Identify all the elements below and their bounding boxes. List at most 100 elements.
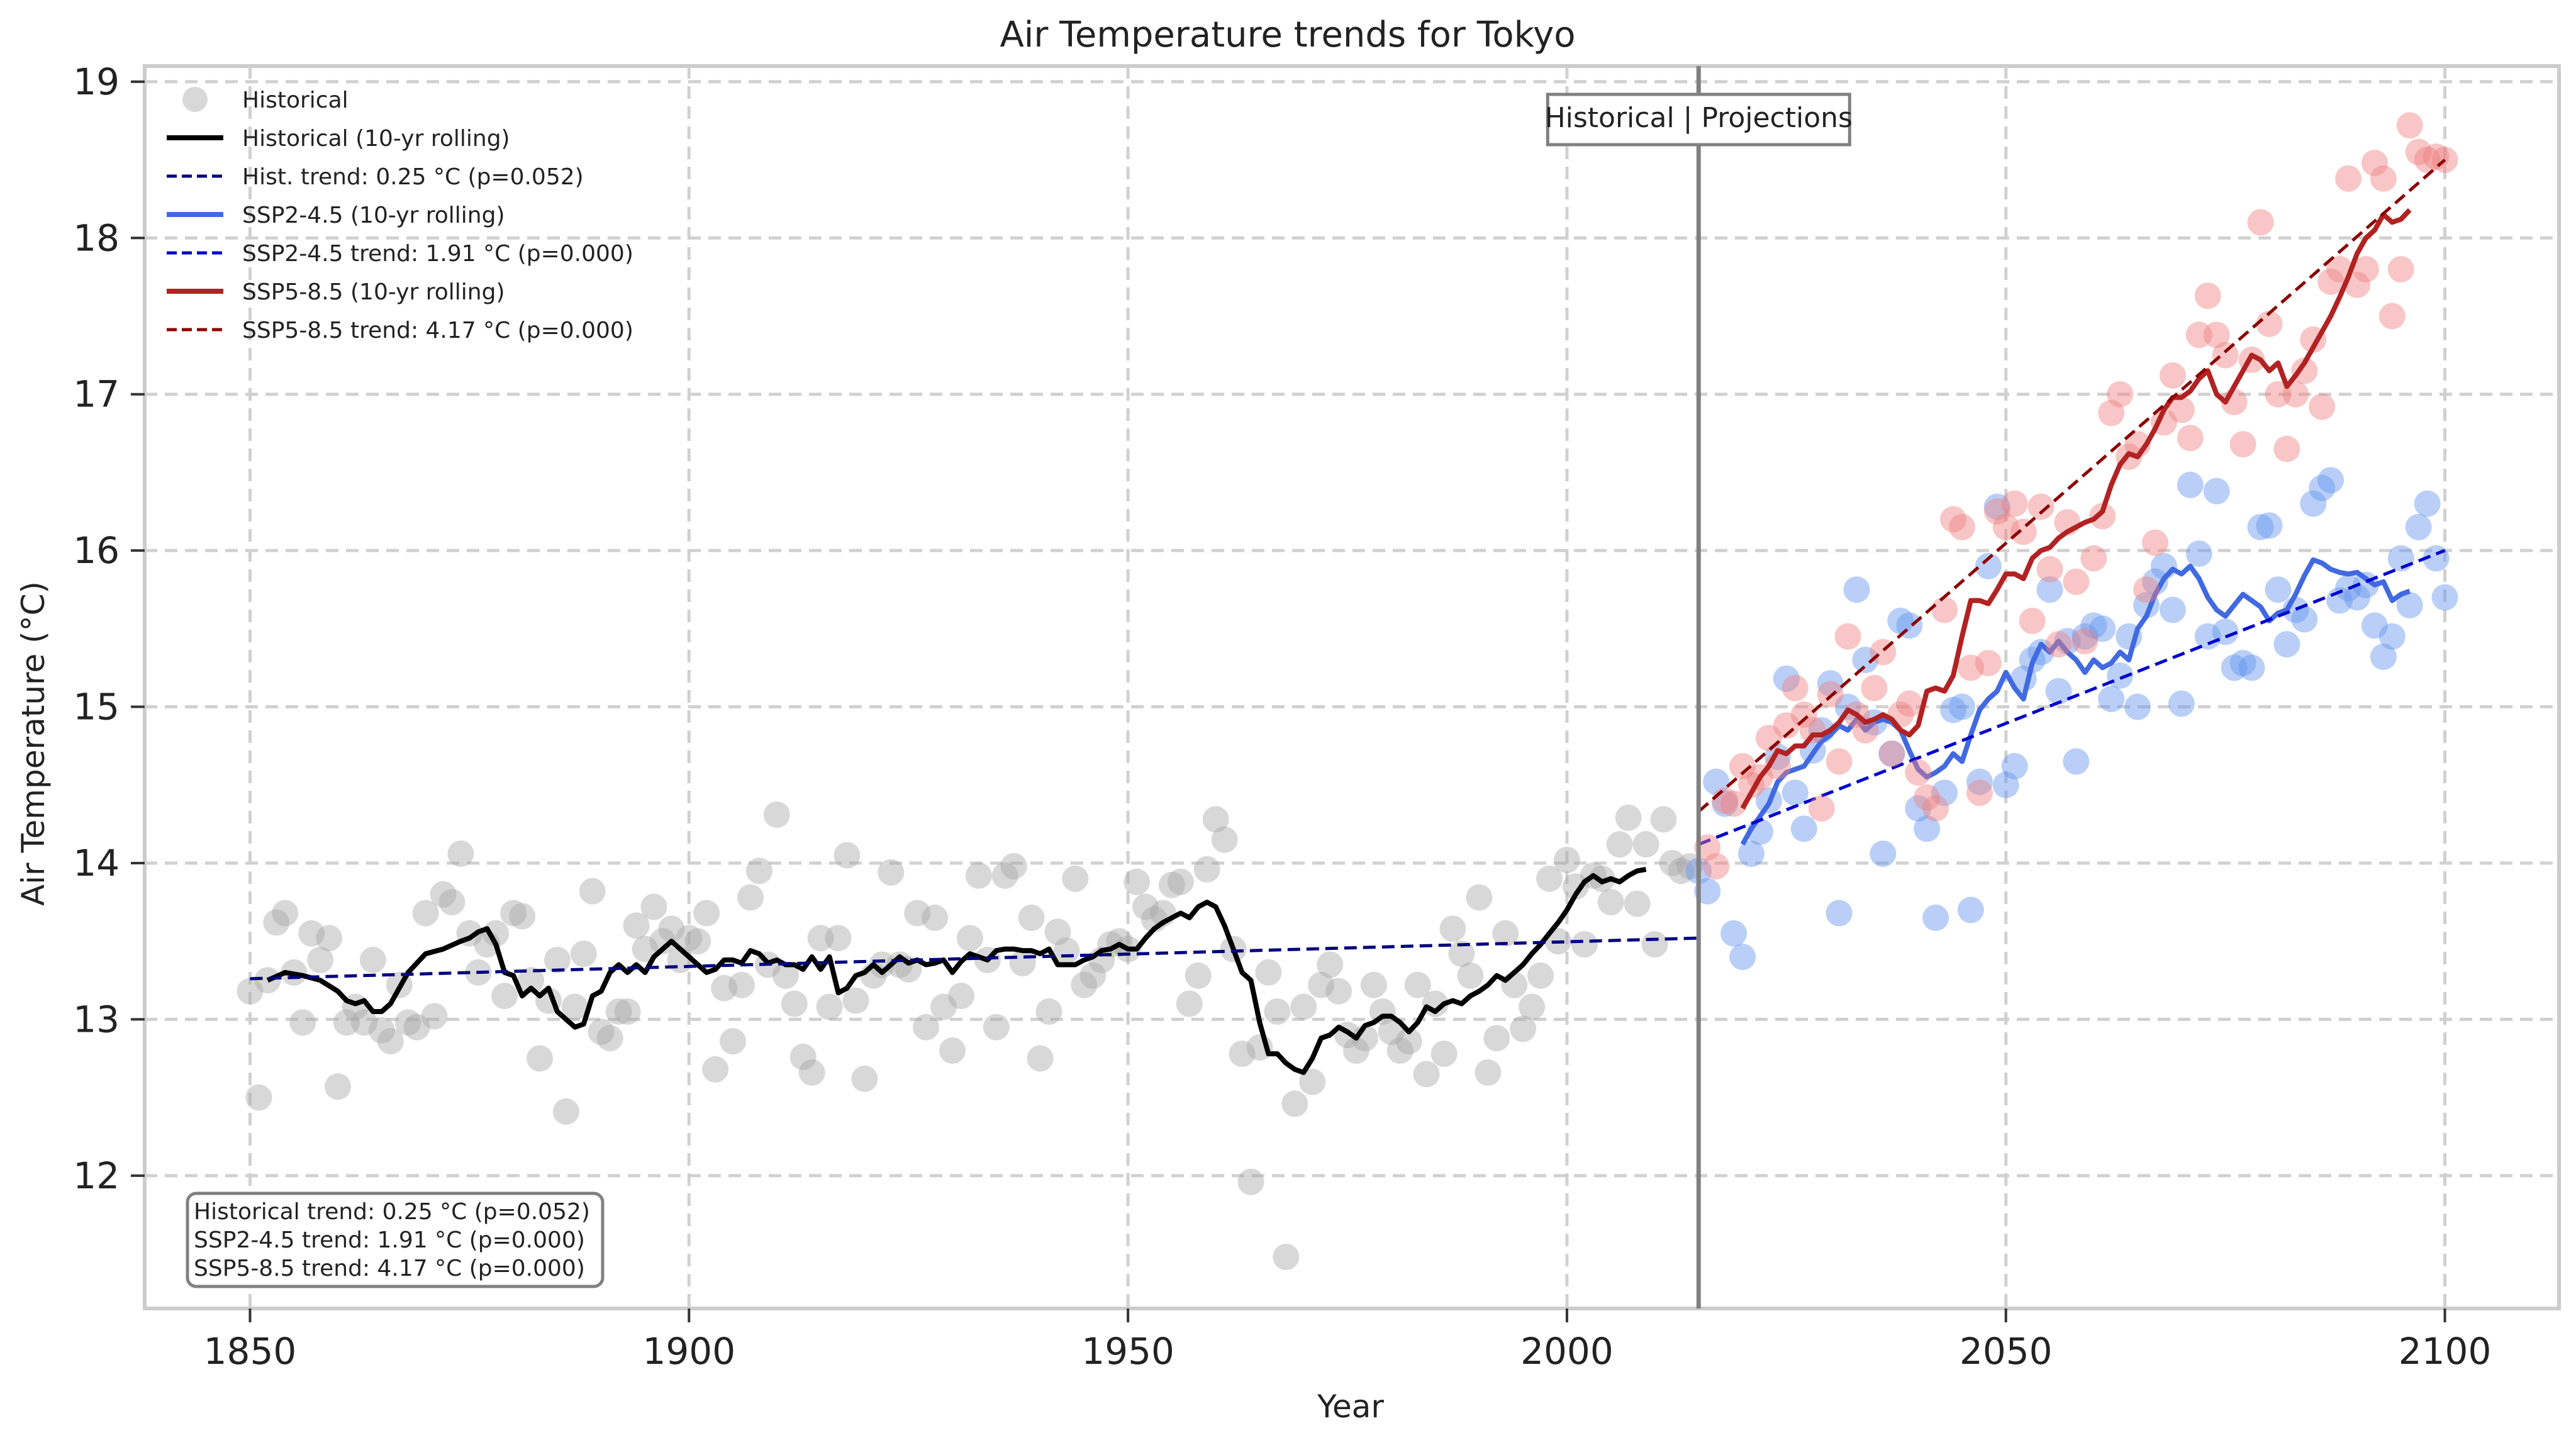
data-point	[2194, 623, 2221, 650]
data-point	[1773, 665, 1800, 692]
data-point	[1211, 826, 1238, 853]
y-axis-label: Air Temperature (°C)	[15, 581, 52, 906]
data-point	[1071, 971, 1098, 998]
data-point	[772, 962, 799, 989]
y-tick-label: 15	[73, 686, 120, 728]
data-point	[2107, 381, 2134, 408]
data-point	[1659, 849, 1686, 876]
data-point	[377, 1028, 404, 1055]
data-point	[2133, 576, 2160, 603]
data-point	[2291, 606, 2318, 633]
data-point	[1948, 513, 1975, 540]
data-point	[491, 983, 518, 1010]
data-point	[2194, 282, 2221, 310]
data-point	[412, 900, 439, 927]
data-point	[1492, 920, 1519, 947]
data-point	[1273, 1244, 1300, 1271]
data-point	[1035, 998, 1062, 1025]
data-point	[2291, 357, 2318, 384]
data-point	[983, 1013, 1010, 1041]
data-point	[2168, 690, 2195, 717]
data-point	[2317, 268, 2345, 295]
data-point	[1281, 1090, 1308, 1117]
data-point	[623, 912, 650, 939]
data-point	[1027, 1045, 1054, 1072]
data-point	[438, 889, 466, 916]
data-point	[711, 974, 738, 1001]
data-point	[1896, 690, 1923, 717]
data-point	[2142, 529, 2169, 556]
data-point	[1632, 831, 1659, 858]
data-point	[930, 993, 957, 1020]
data-point	[368, 1017, 395, 1044]
data-point	[1781, 674, 1809, 701]
data-point	[798, 1059, 825, 1086]
data-point	[2089, 503, 2116, 530]
data-point	[1185, 962, 1212, 989]
data-point	[1386, 1037, 1413, 1064]
data-point	[527, 1045, 554, 1072]
y-tick-label: 18	[73, 216, 120, 259]
data-point	[1553, 847, 1580, 874]
legend-label: Hist. trend: 0.25 °C (p=0.052)	[242, 164, 584, 190]
data-point	[2080, 612, 2107, 639]
data-point	[728, 971, 756, 998]
data-point	[254, 967, 281, 994]
data-point	[289, 1009, 316, 1036]
data-point	[1931, 779, 1958, 806]
data-point	[1703, 852, 1730, 879]
series-historical	[237, 801, 1703, 1271]
trend-summary-line: SSP5-8.5 trend: 4.17 °C (p=0.000)	[194, 1256, 585, 1281]
data-point	[684, 928, 711, 955]
data-point	[1176, 990, 1203, 1017]
legend-label: SSP5-8.5 trend: 4.17 °C (p=0.000)	[242, 318, 633, 343]
data-point	[2309, 393, 2336, 420]
data-point	[1948, 693, 1975, 720]
data-point	[1000, 852, 1027, 879]
data-point	[886, 951, 913, 978]
data-point	[1124, 868, 1151, 895]
data-point	[2124, 693, 2151, 720]
legend-label: Historical	[242, 87, 348, 113]
data-point	[359, 947, 386, 974]
data-point	[834, 842, 861, 869]
data-point	[1992, 771, 2019, 798]
rolling-line	[1740, 208, 2412, 810]
x-tick-label: 1900	[642, 1330, 735, 1373]
data-point	[702, 1056, 729, 1083]
data-point	[1983, 493, 2010, 520]
data-point	[1966, 768, 1993, 795]
data-point	[1966, 779, 1993, 806]
data-point	[2378, 303, 2406, 330]
rolling-line	[266, 866, 1647, 1075]
data-point	[2203, 477, 2230, 505]
data-point	[1861, 674, 1888, 701]
data-point	[1193, 856, 1220, 883]
data-point	[807, 925, 834, 952]
data-point	[447, 840, 474, 868]
data-point	[1878, 740, 1905, 767]
data-point	[2098, 686, 2125, 713]
data-point	[1237, 1168, 1264, 1195]
chart-title: Air Temperature trends for Tokyo	[1000, 14, 1575, 55]
data-point	[1817, 681, 1844, 708]
data-point	[2010, 518, 2037, 545]
data-point	[2027, 493, 2055, 520]
data-point	[825, 925, 852, 952]
data-point	[2045, 678, 2072, 705]
data-point	[2247, 513, 2274, 540]
data-point	[649, 928, 676, 955]
legend-label: SSP2-4.5 trend: 1.91 °C (p=0.000)	[242, 241, 633, 267]
series-ssp2-4-5-10-yr-rolling-	[1740, 557, 2411, 846]
data-point	[922, 904, 949, 931]
data-point	[1483, 1025, 1510, 1052]
data-point	[1720, 920, 1748, 947]
data-point	[2071, 623, 2099, 650]
data-point	[1834, 623, 1861, 650]
series-ssp2-4-5-trend	[1698, 549, 2446, 846]
divider-label: Historical | Projections	[1545, 102, 1853, 134]
data-point	[1729, 944, 1756, 971]
data-point	[851, 1065, 878, 1092]
legend-marker	[182, 87, 208, 112]
data-point	[1703, 768, 1730, 795]
